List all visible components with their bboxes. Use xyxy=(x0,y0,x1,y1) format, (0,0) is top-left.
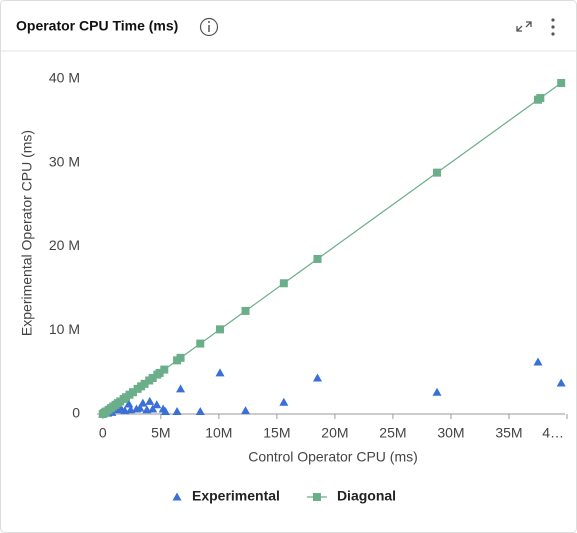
data-point xyxy=(172,406,182,415)
x-tick-label: 25M xyxy=(379,425,406,441)
y-tick-label: 20 M xyxy=(49,237,80,253)
data-point xyxy=(155,368,164,377)
data-point xyxy=(241,306,250,315)
data-point xyxy=(152,400,162,409)
y-tick-label: 0 xyxy=(72,405,80,421)
data-point xyxy=(215,368,225,377)
x-tick-label: 20M xyxy=(321,425,348,441)
data-point xyxy=(145,396,155,405)
legend-label: Diagonal xyxy=(337,488,396,504)
data-point xyxy=(160,406,170,415)
data-point xyxy=(279,279,288,288)
x-tick-label: 30M xyxy=(437,425,464,441)
data-point xyxy=(128,388,137,397)
data-point xyxy=(140,379,149,388)
legend-label: Experimental xyxy=(192,488,280,504)
data-point xyxy=(196,339,205,348)
data-point xyxy=(557,78,566,87)
y-tick-label: 10 M xyxy=(49,321,80,337)
x-tick-label: 10M xyxy=(205,425,232,441)
data-point xyxy=(195,406,205,415)
x-tick-label: 4… xyxy=(542,425,564,441)
x-axis-title: Control Operator CPU (ms) xyxy=(248,449,418,465)
data-point xyxy=(148,404,158,413)
legend-swatch xyxy=(172,492,182,501)
info-icon[interactable] xyxy=(199,17,219,37)
data-point xyxy=(432,387,442,396)
x-tick-label: 35M xyxy=(495,425,522,441)
data-point xyxy=(533,357,543,366)
y-tick-label: 30 M xyxy=(49,153,80,169)
data-point xyxy=(148,373,157,382)
chart-title: Operator CPU Time (ms) xyxy=(16,18,178,34)
data-point xyxy=(124,399,134,408)
x-tick-label: 15M xyxy=(263,425,290,441)
data-point xyxy=(556,378,566,387)
data-point xyxy=(135,403,145,412)
legend-swatch xyxy=(312,493,321,501)
data-point xyxy=(241,406,251,415)
x-tick-label: 5M xyxy=(151,425,170,441)
data-point xyxy=(176,384,186,393)
data-point xyxy=(313,254,322,263)
data-point xyxy=(138,398,148,407)
y-axis-title: Experimental Operator CPU (ms) xyxy=(19,130,35,336)
expand-icon[interactable] xyxy=(516,21,532,32)
data-point xyxy=(279,397,289,406)
y-tick-label: 40 M xyxy=(49,69,80,85)
data-point xyxy=(312,373,322,382)
data-point xyxy=(160,365,169,374)
x-tick-label: 0 xyxy=(99,425,107,441)
data-point xyxy=(433,168,442,177)
data-point xyxy=(216,325,225,334)
menu-icon[interactable] xyxy=(551,18,555,36)
data-point xyxy=(176,353,185,362)
data-point xyxy=(536,94,545,103)
